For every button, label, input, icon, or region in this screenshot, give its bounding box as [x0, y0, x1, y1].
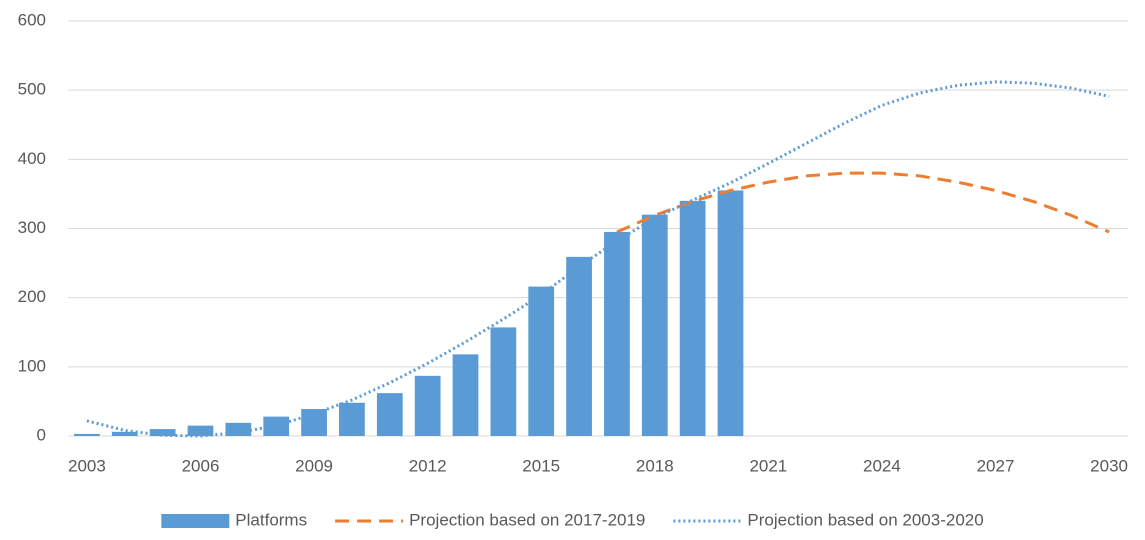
- bar: [225, 422, 252, 436]
- bar: [376, 393, 403, 436]
- x-tick-label: 2015: [522, 456, 560, 475]
- bar: [74, 433, 100, 436]
- bar: [604, 231, 630, 436]
- y-tick-label: 200: [18, 287, 46, 306]
- y-tick-label: 300: [18, 218, 46, 237]
- bar: [149, 429, 176, 436]
- bar: [679, 200, 706, 436]
- bar: [717, 190, 744, 436]
- bar: [641, 214, 668, 436]
- bar: [339, 402, 365, 436]
- bar: [566, 256, 592, 436]
- legend-label: Projection based on 2017-2019: [409, 510, 645, 529]
- line: [86, 80, 1110, 438]
- bar: [528, 286, 555, 436]
- y-tick-label: 400: [18, 149, 46, 168]
- y-tick-label: 0: [37, 425, 46, 444]
- bar: [490, 327, 517, 436]
- bar: [187, 425, 214, 436]
- legend-label: Projection based on 2003-2020: [747, 510, 983, 529]
- x-tick-label: 2030: [1090, 456, 1128, 475]
- legend-label: Platforms: [235, 510, 307, 529]
- bar: [111, 431, 138, 436]
- x-tick-label: 2009: [295, 456, 333, 475]
- line: [616, 171, 1110, 234]
- x-tick-label: 2006: [182, 456, 220, 475]
- y-tick-label: 500: [18, 80, 46, 99]
- legend-swatch: [161, 514, 230, 528]
- bar: [452, 354, 479, 436]
- x-tick-label: 2012: [409, 456, 447, 475]
- y-tick-label: 100: [18, 356, 46, 375]
- x-tick-label: 2003: [68, 456, 106, 475]
- x-tick-label: 2018: [636, 456, 674, 475]
- x-tick-label: 2024: [863, 456, 901, 475]
- x-tick-label: 2027: [977, 456, 1015, 475]
- bar: [414, 375, 441, 436]
- y-tick-label: 600: [18, 10, 46, 29]
- x-tick-label: 2021: [749, 456, 787, 475]
